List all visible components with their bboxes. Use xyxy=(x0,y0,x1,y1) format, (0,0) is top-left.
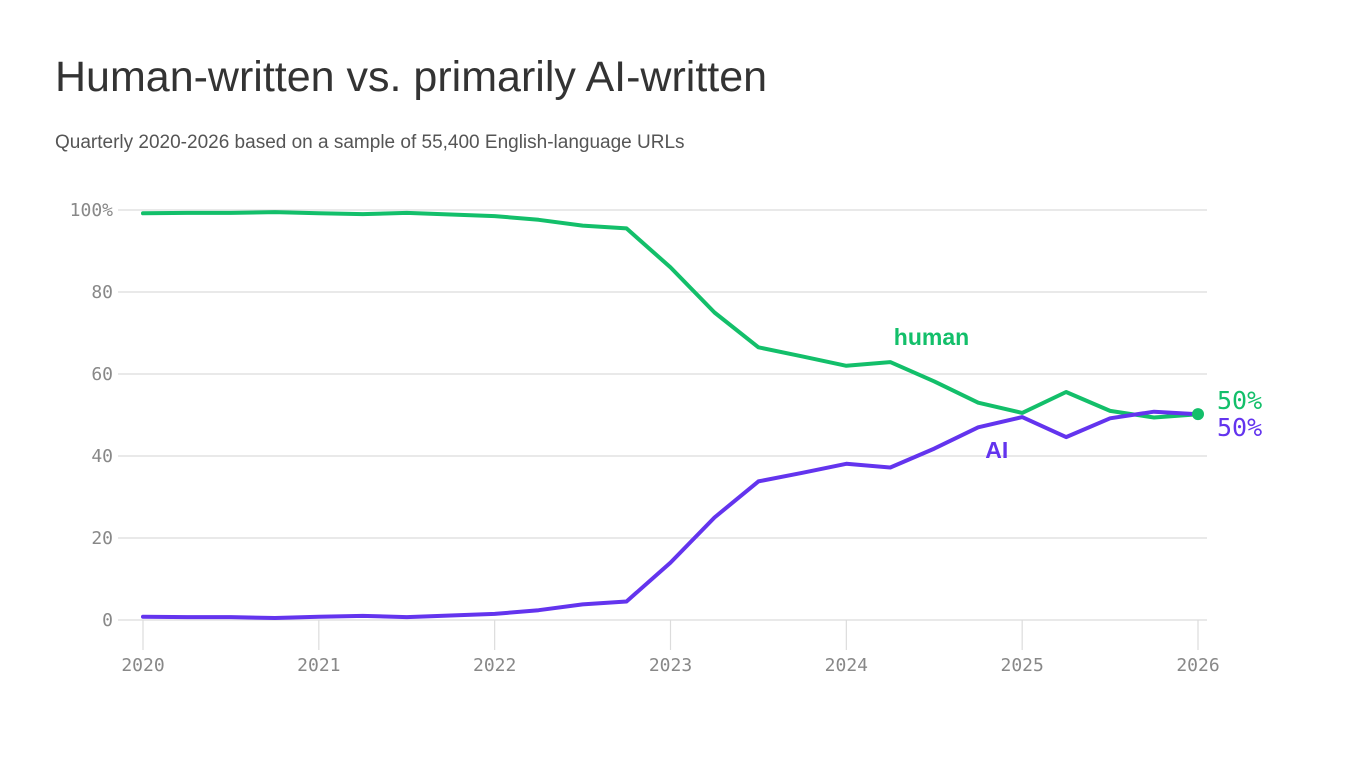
grid-lines xyxy=(118,209,1207,650)
x-tick-label: 2021 xyxy=(297,655,340,676)
axis-labels: 0 20 40 60 80 100% 2020 2021 2022 2023 2024 2025 202… xyxy=(70,200,1220,676)
y-tick-label: 80 xyxy=(91,282,113,303)
end-label-ai: 50% xyxy=(1217,413,1262,442)
x-tick-label: 2020 xyxy=(121,655,164,676)
x-tick-label: 2024 xyxy=(825,655,868,676)
series-label-ai: AI xyxy=(985,437,1008,463)
y-tick-label: 60 xyxy=(91,364,113,385)
y-tick-label: 0 xyxy=(102,610,113,631)
series-label-human: human xyxy=(894,324,969,350)
series-line-ai xyxy=(141,409,1200,620)
end-label-human: 50% xyxy=(1217,386,1262,415)
end-point-marker xyxy=(1192,408,1204,421)
x-tick-label: 2026 xyxy=(1176,655,1219,676)
series-labels: human AI 50%50% xyxy=(894,324,1262,463)
y-tick-label: 40 xyxy=(91,446,113,467)
series-line-human xyxy=(141,210,1200,420)
chart-title: Human-written vs. primarily AI-written xyxy=(55,53,768,101)
y-tick-label: 20 xyxy=(91,528,113,549)
y-tick-label: 100% xyxy=(70,200,114,221)
series-lines xyxy=(141,210,1204,620)
x-tick-label: 2023 xyxy=(649,655,692,676)
chart-subtitle: Quarterly 2020-2026 based on a sample of… xyxy=(55,132,685,153)
x-tick-label: 2022 xyxy=(473,655,516,676)
x-tick-label: 2025 xyxy=(1000,655,1043,676)
